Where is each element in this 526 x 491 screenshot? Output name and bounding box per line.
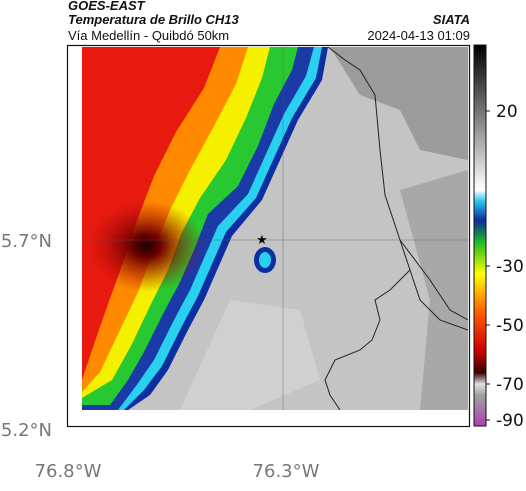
colorbar-tick-minus30: -30: [496, 257, 524, 277]
colorbar: 20 -30 -50 -70 -90: [473, 44, 524, 431]
lon-tick-76.8: 76.8°W: [35, 461, 102, 482]
lat-tick-5.2: 5.2°N: [1, 420, 52, 441]
lon-tick-76.3: 76.3°W: [253, 461, 320, 482]
satellite-imagery: [82, 47, 468, 410]
colorbar-tick-minus70: -70: [496, 375, 524, 395]
satellite-name: GOES-EAST: [68, 0, 145, 13]
colorbar-tick-minus50: -50: [496, 316, 524, 336]
agency-label: SIATA: [432, 12, 470, 27]
datetime-label: 2024-04-13 01:09: [367, 28, 470, 43]
map-frame: [66, 44, 471, 428]
lat-tick-5.7: 5.7°N: [1, 231, 52, 252]
product-title: Temperatura de Brillo CH13: [68, 12, 239, 27]
station-marker: ★: [256, 233, 268, 248]
route-label: Vía Medellín - Quibdó 50km: [68, 28, 230, 43]
colorbar-tick-20: 20: [496, 102, 518, 122]
colorbar-tick-minus90: -90: [496, 411, 524, 431]
